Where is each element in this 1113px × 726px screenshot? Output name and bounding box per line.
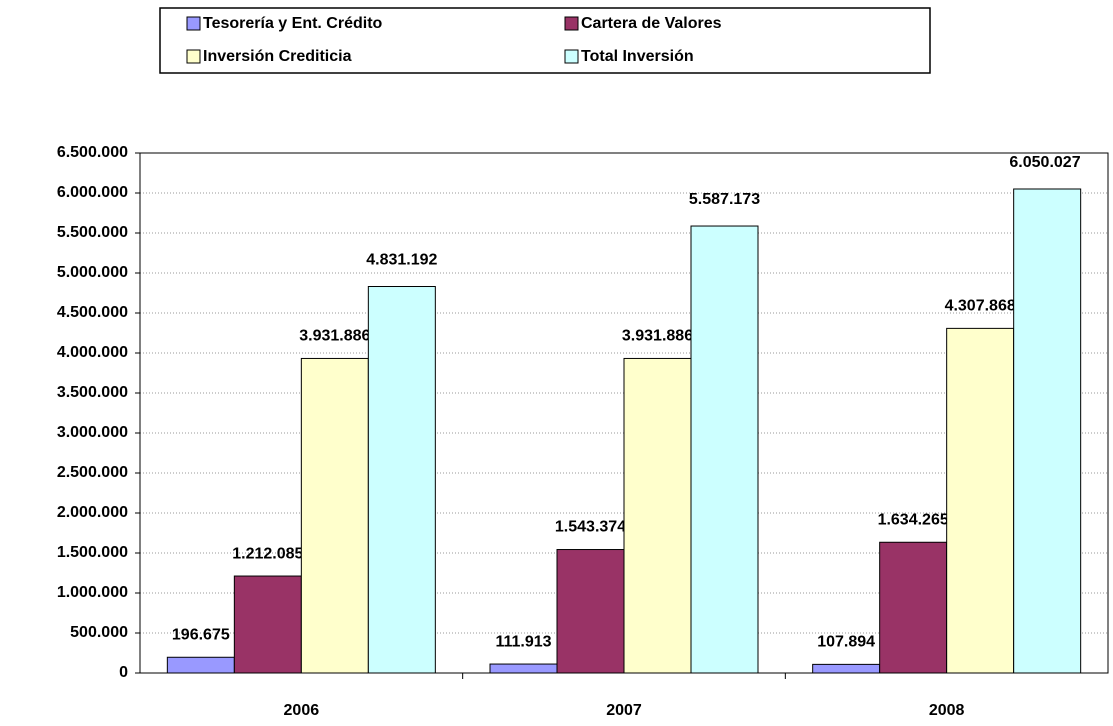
- legend-swatch: [186, 16, 201, 31]
- legend-swatch: [186, 49, 201, 64]
- y-tick-label: 5.000.000: [57, 264, 128, 281]
- y-tick-label: 0: [119, 664, 128, 681]
- legend-label: Inversión Crediticia: [203, 48, 352, 65]
- data-label: 1.212.085: [232, 545, 303, 562]
- y-tick-label: 1.000.000: [57, 584, 128, 601]
- y-tick-label: 2.000.000: [57, 504, 128, 521]
- y-tick-label: 500.000: [70, 624, 128, 641]
- y-tick-label: 4.500.000: [57, 304, 128, 321]
- bar: [166, 656, 235, 674]
- data-label: 111.913: [495, 633, 551, 650]
- bar: [233, 575, 302, 674]
- data-label: 1.543.374: [555, 519, 626, 536]
- bar: [812, 663, 881, 674]
- bar: [489, 663, 558, 674]
- data-label: 4.307.868: [945, 298, 1016, 315]
- legend-label: Cartera de Valores: [581, 15, 722, 32]
- legend-label: Tesorería y Ent. Crédito: [203, 15, 383, 32]
- bar: [556, 549, 625, 674]
- bar: [879, 541, 948, 674]
- data-label: 4.831.192: [366, 252, 437, 269]
- legend-box: [159, 7, 931, 74]
- bar: [300, 357, 369, 674]
- y-tick-label: 4.000.000: [57, 344, 128, 361]
- bar: [690, 225, 759, 674]
- y-tick-label: 3.000.000: [57, 424, 128, 441]
- data-label: 107.894: [817, 634, 875, 651]
- bar: [1013, 188, 1082, 674]
- data-label: 3.931.886: [622, 328, 693, 345]
- bar: [623, 357, 692, 674]
- y-tick-label: 6.500.000: [57, 144, 128, 161]
- y-tick-label: 2.500.000: [57, 464, 128, 481]
- bar: [946, 327, 1015, 674]
- data-label: 196.675: [172, 626, 230, 643]
- legend-swatch: [564, 49, 579, 64]
- legend-label: Total Inversión: [581, 48, 694, 65]
- y-tick-label: 3.500.000: [57, 384, 128, 401]
- y-tick-label: 6.000.000: [57, 184, 128, 201]
- y-tick-label: 5.500.000: [57, 224, 128, 241]
- x-tick-label: 2006: [284, 702, 320, 719]
- data-label: 6.050.027: [1009, 154, 1080, 171]
- y-tick-label: 1.500.000: [57, 544, 128, 561]
- legend-swatch: [564, 16, 579, 31]
- bar: [367, 286, 436, 674]
- x-tick-label: 2007: [606, 702, 642, 719]
- data-label: 5.587.173: [689, 191, 760, 208]
- data-label: 3.931.886: [299, 328, 370, 345]
- data-label: 1.634.265: [878, 511, 949, 528]
- x-tick-label: 2008: [929, 702, 965, 719]
